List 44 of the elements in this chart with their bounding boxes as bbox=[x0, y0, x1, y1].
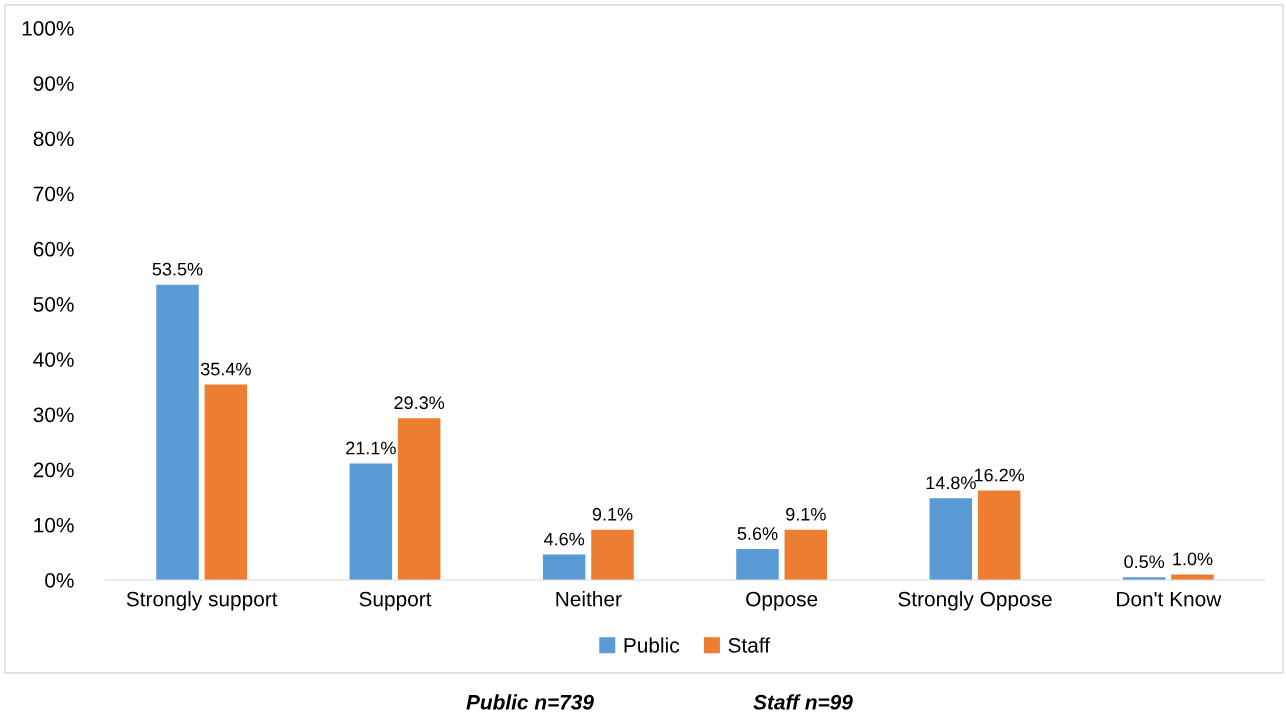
data-label: 9.1% bbox=[786, 507, 826, 521]
data-label: 4.6% bbox=[544, 532, 585, 546]
y-tick-label: 40% bbox=[33, 352, 74, 367]
data-label: 0.5% bbox=[1124, 555, 1165, 569]
y-tick-label: 30% bbox=[33, 407, 74, 423]
bar bbox=[397, 418, 441, 580]
bar bbox=[977, 490, 1021, 580]
bar bbox=[156, 284, 199, 580]
legend-label: Public bbox=[624, 637, 680, 653]
data-label: 14.8% bbox=[926, 476, 976, 490]
y-tick-label: 90% bbox=[33, 76, 74, 91]
y-tick-label: 70% bbox=[33, 186, 74, 202]
bar bbox=[204, 384, 248, 580]
x-tick-label: Strongly Oppose bbox=[898, 591, 1052, 611]
y-tick-label: 100% bbox=[22, 21, 74, 36]
bar bbox=[784, 529, 828, 580]
text: Staff n=99 bbox=[753, 694, 853, 710]
x-tick-label: Support bbox=[359, 591, 432, 611]
bar bbox=[1171, 574, 1214, 580]
y-tick-label: 60% bbox=[33, 241, 74, 257]
bar bbox=[591, 529, 634, 580]
x-tick-label: Don't Know bbox=[1117, 591, 1222, 607]
data-label: 53.5% bbox=[152, 262, 203, 276]
x-tick-label: Strongly support bbox=[126, 591, 278, 611]
data-label: 5.6% bbox=[737, 527, 778, 540]
text: Public n=739 bbox=[466, 694, 594, 710]
bar bbox=[542, 554, 586, 580]
data-label: 16.2% bbox=[974, 468, 1025, 482]
y-tick-label: 80% bbox=[33, 131, 74, 147]
data-label: 29.3% bbox=[394, 396, 445, 410]
data-label: 1.0% bbox=[1173, 552, 1213, 566]
y-tick-label: 20% bbox=[33, 462, 74, 478]
data-label: 35.4% bbox=[200, 362, 251, 376]
legend-label: Staff bbox=[728, 637, 771, 653]
bar bbox=[736, 549, 779, 580]
bar bbox=[349, 463, 393, 580]
bar bbox=[929, 498, 973, 580]
x-tick-label: Oppose bbox=[746, 591, 818, 611]
y-tick-label: 0% bbox=[45, 573, 74, 588]
x-tick-label: Neither bbox=[556, 591, 622, 607]
data-label: 21.1% bbox=[346, 441, 396, 455]
y-tick-label: 50% bbox=[33, 297, 74, 312]
y-tick-label: 10% bbox=[34, 517, 74, 533]
data-label: 9.1% bbox=[592, 507, 633, 521]
